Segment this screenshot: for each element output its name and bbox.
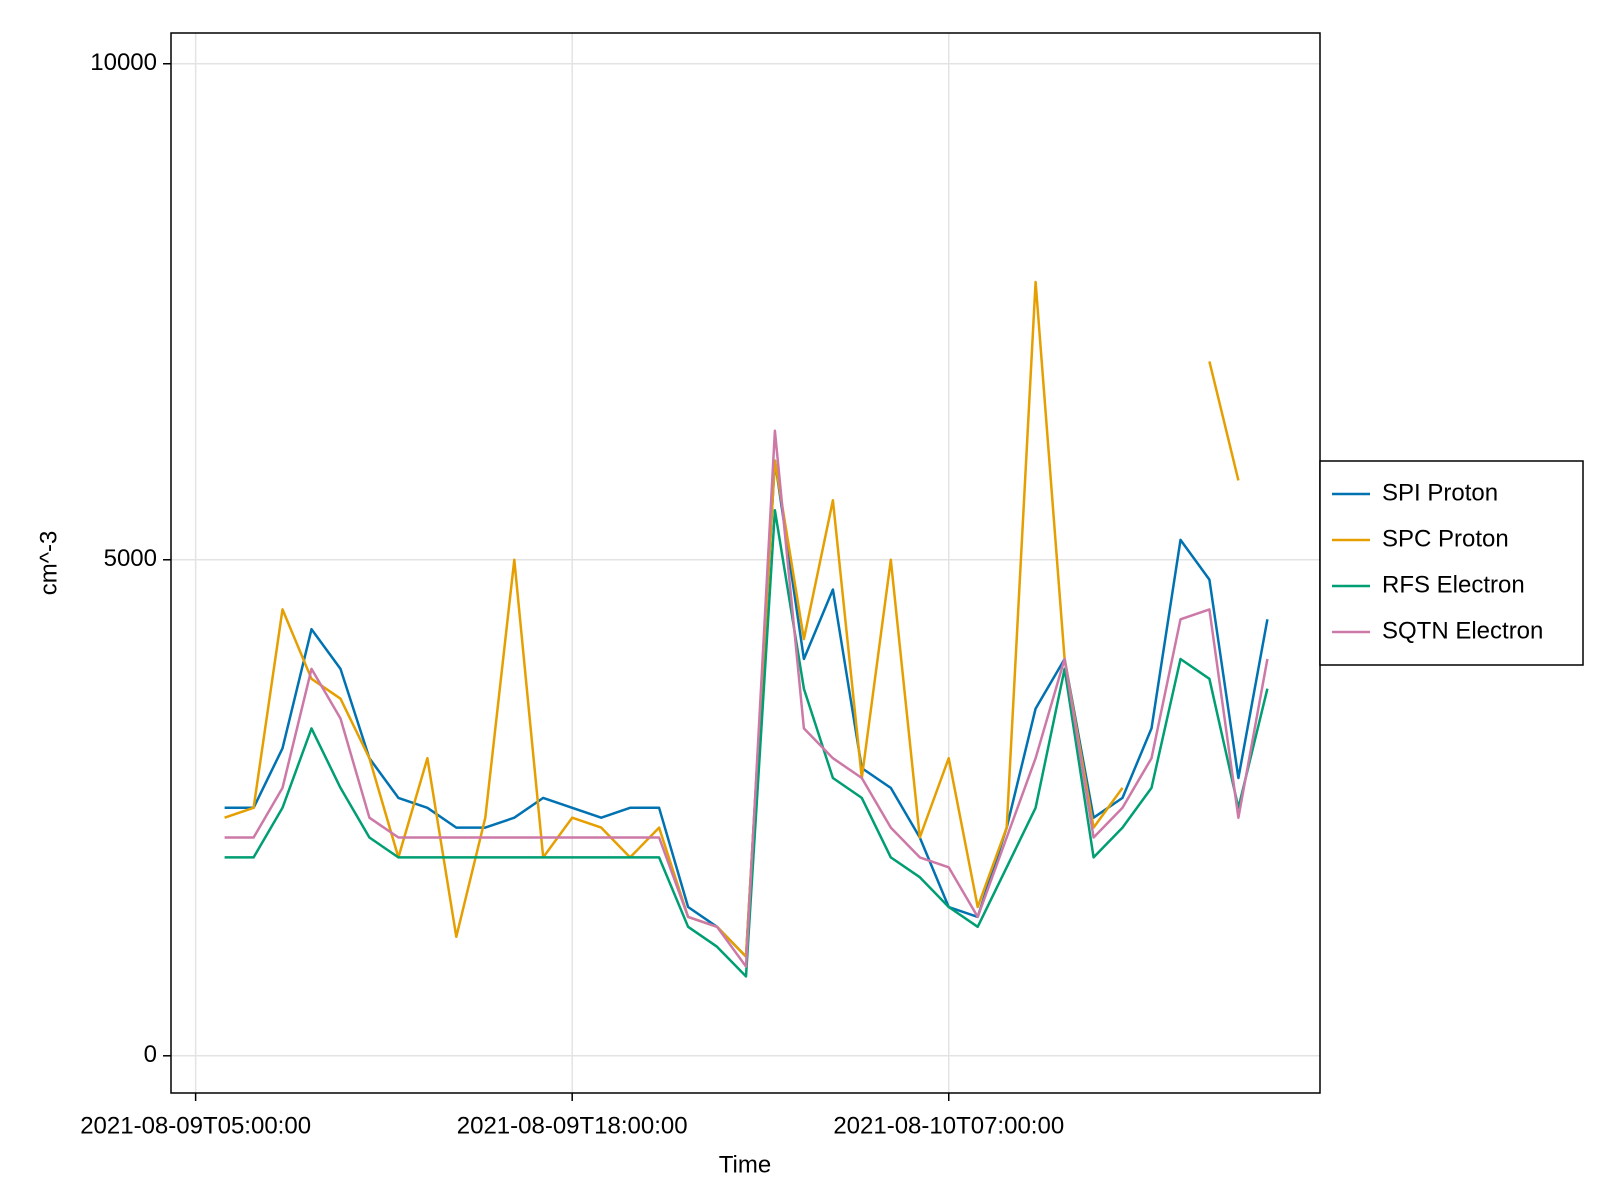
x-tick-label: 2021-08-10T07:00:00 — [833, 1112, 1064, 1139]
y-tick-label: 5000 — [104, 545, 157, 572]
y-tick-label: 10000 — [90, 49, 157, 76]
legend-label: RFS Electron — [1382, 571, 1525, 598]
legend-label: SPI Proton — [1382, 479, 1498, 506]
y-tick-label: 0 — [144, 1041, 157, 1068]
x-axis-label: Time — [719, 1151, 771, 1178]
data-line — [224, 280, 1240, 958]
x-tick-label: 2021-08-09T05:00:00 — [80, 1112, 311, 1139]
legend-label: SQTN Electron — [1382, 617, 1543, 644]
data-line — [224, 508, 1269, 978]
x-tick-label: 2021-08-09T18:00:00 — [457, 1112, 688, 1139]
y-axis-label: cm^-3 — [35, 531, 62, 596]
legend-label: SPC Proton — [1382, 525, 1509, 552]
data-line — [224, 429, 1269, 968]
